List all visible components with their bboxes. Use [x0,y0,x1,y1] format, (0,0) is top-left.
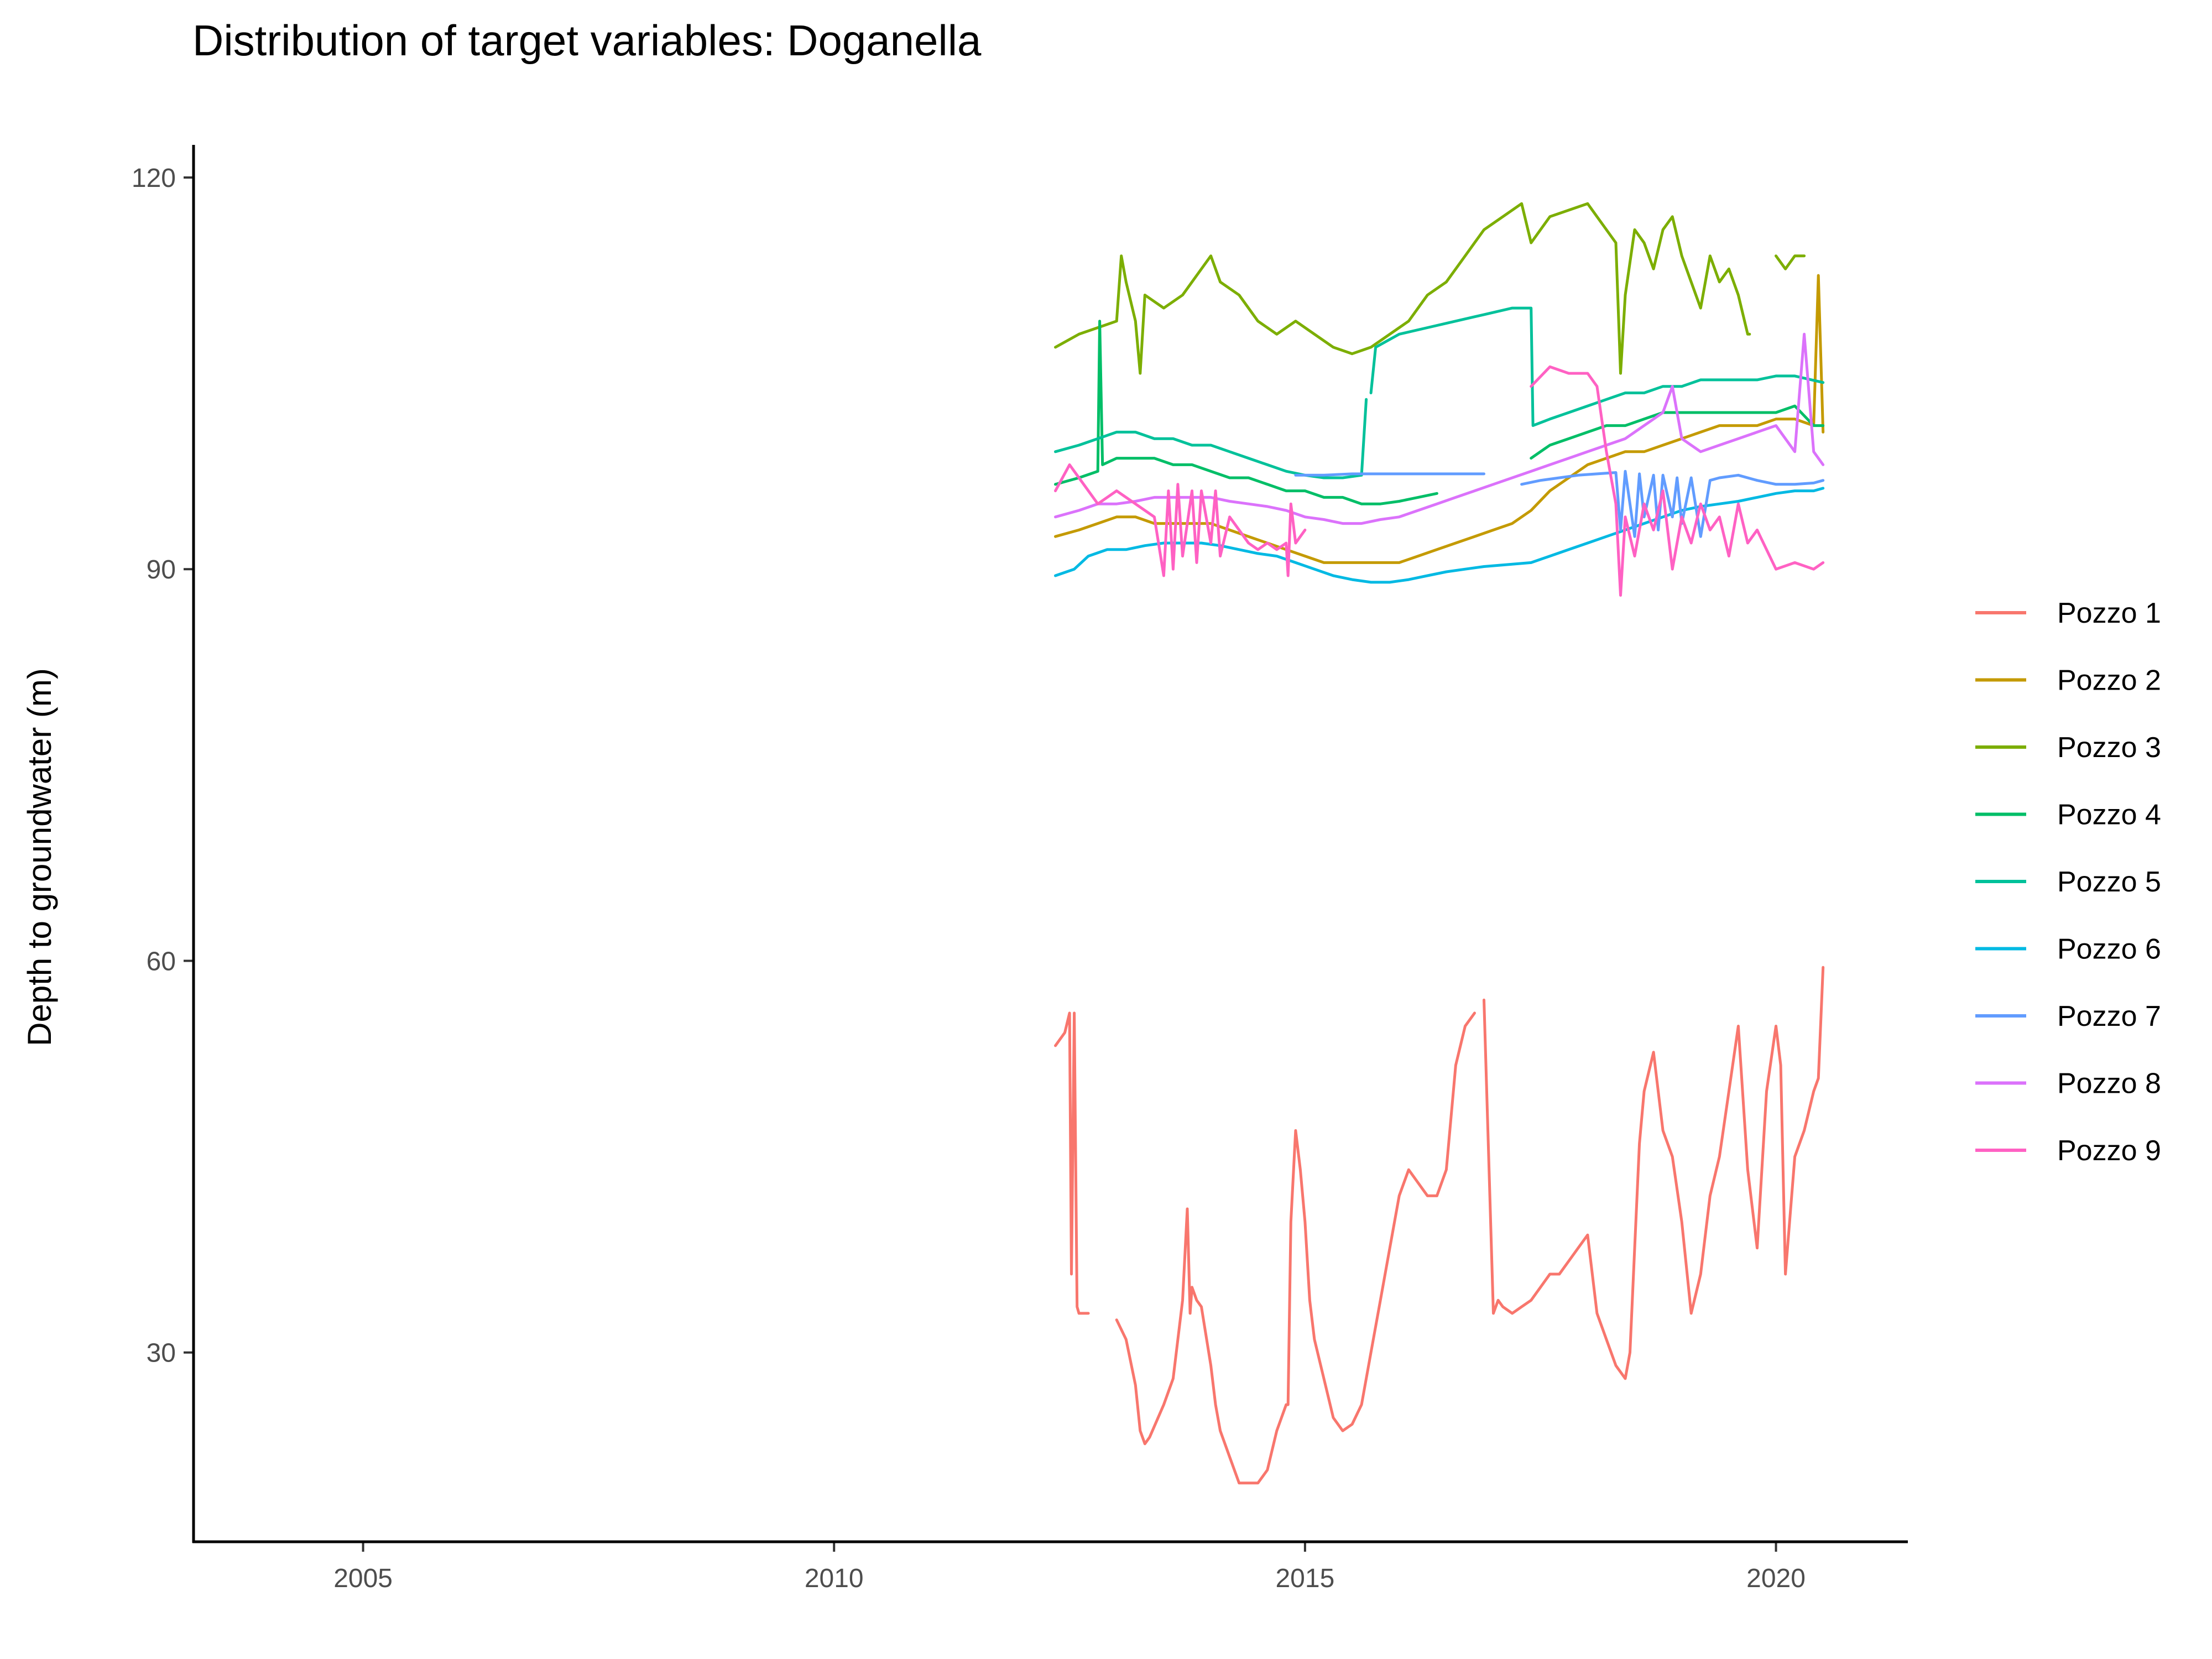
y-axis-title: Depth to groundwater (m) [21,668,58,1046]
legend-label-pozzo-2: Pozzo 2 [2057,665,2161,697]
x-tick-label: 2020 [1746,1564,1806,1593]
y-tick-label: 60 [147,947,176,976]
legend-label-pozzo-8: Pozzo 8 [2057,1068,2161,1100]
legend-label-pozzo-4: Pozzo 4 [2057,799,2161,831]
x-tick-label: 2005 [333,1564,393,1593]
x-tick-label: 2015 [1275,1564,1334,1593]
series-line-pozzo-2 [1054,274,1825,564]
series-line-pozzo-8 [1054,332,1825,525]
legend-label-pozzo-1: Pozzo 1 [2057,597,2161,629]
y-tick-label: 90 [147,555,176,585]
legend-label-pozzo-7: Pozzo 7 [2057,1000,2161,1032]
legend-label-pozzo-9: Pozzo 9 [2057,1135,2161,1167]
plot-series [1054,202,1825,1485]
y-tick-label: 120 [132,164,176,193]
legend-label-pozzo-6: Pozzo 6 [2057,933,2161,966]
x-axis-ticks: 2005 2010 2015 2020 [333,1542,1806,1593]
series-line-pozzo-7 [1294,469,1825,538]
series-line-pozzo-3 [1054,202,1806,375]
series-line-pozzo-5 [1054,306,1825,479]
legend-label-pozzo-5: Pozzo 5 [2057,866,2161,898]
legend: Pozzo 1 Pozzo 2 Pozzo 3 Pozzo 4 Pozzo 5 Pozzo… [1975,597,2161,1167]
chart-title: Distribution of target variables: Dogane… [192,16,982,65]
series-line-pozzo-1 [1054,966,1825,1485]
series-line-pozzo-9 [1054,365,1825,597]
x-tick-label: 2010 [805,1564,864,1593]
series-line-pozzo-4 [1054,320,1825,505]
y-axis-ticks: 30 60 90 120 [132,164,194,1368]
y-tick-label: 30 [147,1339,176,1368]
legend-label-pozzo-3: Pozzo 3 [2057,732,2161,764]
